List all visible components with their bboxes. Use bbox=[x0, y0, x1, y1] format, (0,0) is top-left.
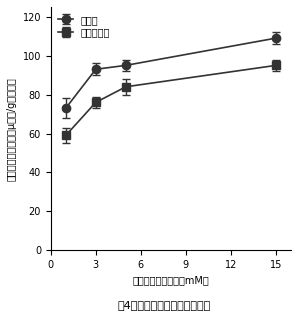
Text: 図4　地上部硝酸塩濃度の比較: 図4 地上部硝酸塩濃度の比較 bbox=[117, 300, 210, 310]
Legend: 野生型, 突然変異体: 野生型, 突然変異体 bbox=[56, 12, 113, 40]
X-axis label: 培地中硝酸塩濃度（mM）: 培地中硝酸塩濃度（mM） bbox=[133, 276, 209, 286]
Y-axis label: 地上部硝酸塩濃度（µモル/g新鮮物）: 地上部硝酸塩濃度（µモル/g新鮮物） bbox=[7, 77, 17, 180]
